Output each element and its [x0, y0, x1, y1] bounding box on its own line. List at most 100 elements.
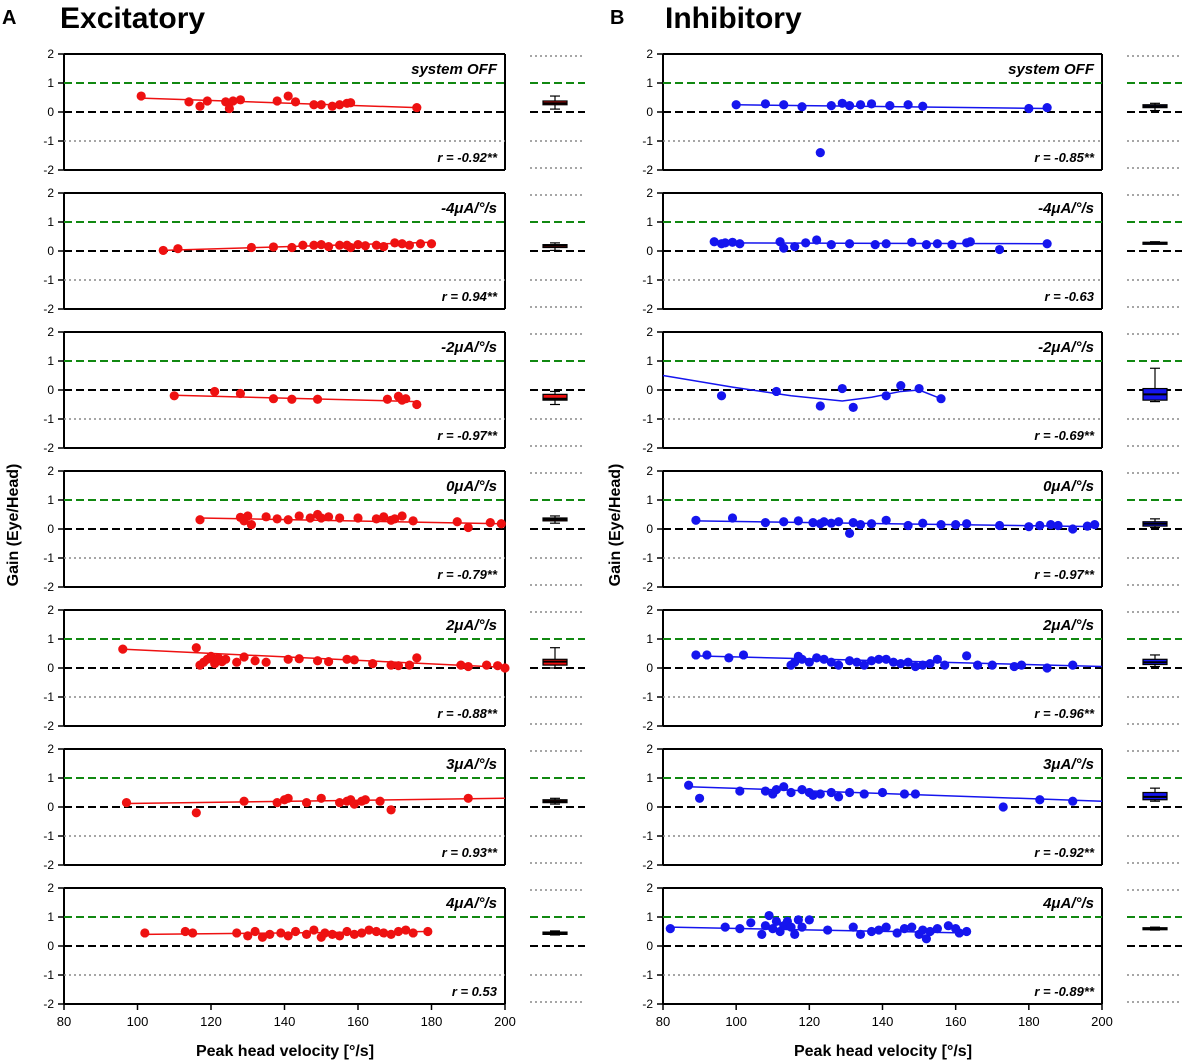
data-point: [239, 796, 249, 806]
data-point: [735, 786, 745, 796]
data-point: [716, 391, 727, 401]
data-point: [195, 515, 205, 525]
data-point: [379, 928, 389, 938]
y-tick-label: 2: [646, 186, 653, 200]
data-point: [826, 657, 836, 667]
data-point: [844, 656, 855, 666]
data-point: [746, 918, 756, 928]
data-point: [1042, 663, 1052, 673]
y-tick-label: -2: [642, 441, 653, 455]
data-point: [709, 237, 719, 247]
x-tick-label: 160: [945, 1014, 967, 1029]
data-point: [907, 922, 917, 932]
subplot-A-2: -2 -1 0 1 2 -2μA/°/s r = -0.97**: [43, 325, 585, 455]
data-point: [1009, 661, 1019, 672]
data-point: [272, 96, 282, 106]
y-tick-label: -2: [43, 441, 54, 455]
y-axis-title-B: Gain (Eye/Head): [607, 464, 624, 587]
data-point: [364, 925, 374, 935]
x-tick-label: 180: [1018, 1014, 1040, 1029]
y-tick-label: -1: [43, 829, 54, 843]
data-point: [936, 394, 946, 404]
data-point: [210, 386, 220, 397]
data-point: [283, 91, 293, 101]
y-tick-label: 2: [47, 47, 54, 61]
data-point: [261, 512, 271, 522]
data-point: [456, 660, 466, 670]
data-point: [994, 520, 1005, 531]
data-point: [903, 100, 913, 110]
correlation-label: r = -0.88**: [437, 706, 498, 721]
data-point: [896, 659, 906, 669]
data-point: [452, 517, 462, 527]
data-point: [195, 101, 205, 111]
y-tick-label: 1: [646, 771, 653, 785]
condition-label: system OFF: [411, 61, 498, 78]
data-point: [826, 101, 836, 111]
y-tick-label: -2: [43, 302, 54, 316]
data-point: [184, 97, 194, 107]
data-point: [826, 240, 836, 250]
y-tick-label: -2: [43, 858, 54, 872]
data-point: [202, 96, 212, 106]
y-tick-label: 0: [646, 800, 653, 814]
data-point: [866, 926, 877, 937]
data-point: [232, 657, 242, 667]
data-point: [724, 653, 734, 663]
y-tick-label: -1: [43, 968, 54, 982]
data-point: [965, 237, 975, 247]
data-point: [243, 931, 253, 941]
x-tick-label: 200: [1091, 1014, 1113, 1029]
data-point: [228, 96, 238, 106]
condition-label: 0μA/°/s: [1043, 478, 1094, 495]
data-point: [342, 926, 352, 937]
data-point: [390, 238, 400, 248]
y-tick-label: -2: [642, 858, 653, 872]
data-point: [885, 101, 895, 111]
data-point: [932, 239, 942, 249]
y-tick-label: 0: [47, 244, 54, 258]
data-point: [962, 926, 972, 937]
data-point: [206, 651, 216, 662]
condition-label: 4μA/°/s: [1042, 895, 1094, 912]
data-point: [290, 926, 301, 937]
data-point: [1016, 660, 1027, 670]
x-tick-label: 80: [57, 1014, 71, 1029]
data-point: [914, 383, 924, 394]
data-point: [393, 661, 404, 671]
data-point: [848, 402, 858, 412]
data-point: [973, 660, 983, 670]
y-tick-label: 1: [47, 215, 54, 229]
correlation-label: r = -0.79**: [437, 567, 498, 582]
y-tick-label: 0: [646, 522, 653, 536]
correlation-label: r = 0.94**: [442, 289, 498, 304]
y-tick-label: 0: [646, 661, 653, 675]
data-point: [298, 240, 308, 250]
data-point: [815, 789, 825, 799]
data-point: [1042, 103, 1052, 113]
panel-A-header: A Excitatory: [2, 2, 205, 35]
data-point: [844, 101, 855, 111]
correlation-label: r = 0.93**: [442, 845, 498, 860]
data-point: [844, 239, 855, 249]
data-point: [349, 929, 359, 940]
y-tick-label: -2: [642, 719, 653, 733]
data-point: [349, 799, 359, 809]
data-point: [702, 650, 712, 660]
data-point: [925, 926, 935, 937]
data-point: [250, 656, 260, 666]
data-point: [866, 656, 877, 666]
data-point: [408, 928, 418, 938]
y-tick-label: 2: [47, 186, 54, 200]
data-point: [386, 805, 396, 815]
y-tick-label: 1: [47, 771, 54, 785]
data-point: [888, 657, 899, 667]
data-point: [283, 793, 293, 803]
panel-letter-A: A: [2, 7, 16, 29]
condition-label: -4μA/°/s: [1038, 200, 1094, 217]
data-point: [852, 657, 862, 667]
data-point: [1042, 239, 1052, 249]
data-point: [855, 520, 866, 530]
data-point: [180, 926, 190, 937]
data-point: [316, 100, 326, 110]
